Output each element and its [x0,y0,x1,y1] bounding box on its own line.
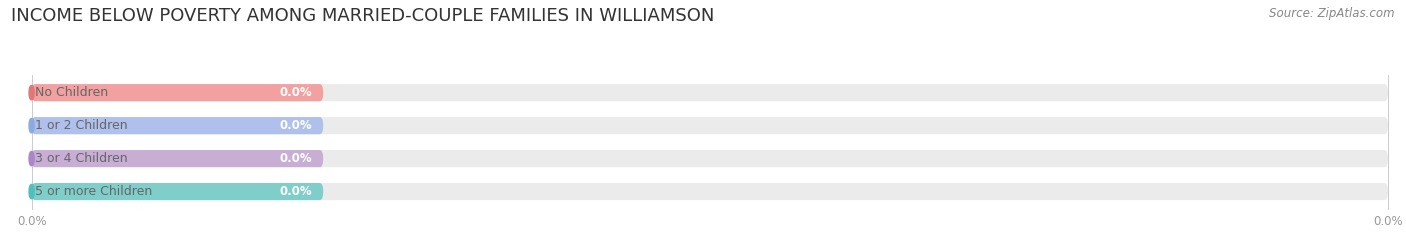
Text: 5 or more Children: 5 or more Children [35,185,152,198]
Text: 1 or 2 Children: 1 or 2 Children [35,119,128,132]
FancyBboxPatch shape [31,117,1388,134]
FancyBboxPatch shape [28,85,35,101]
Text: 0.0%: 0.0% [280,152,312,165]
FancyBboxPatch shape [28,151,35,167]
FancyBboxPatch shape [28,184,35,199]
FancyBboxPatch shape [31,183,323,200]
Text: No Children: No Children [35,86,108,99]
Text: 0.0%: 0.0% [280,119,312,132]
Text: Source: ZipAtlas.com: Source: ZipAtlas.com [1270,7,1395,20]
FancyBboxPatch shape [28,118,35,134]
FancyBboxPatch shape [31,117,323,134]
FancyBboxPatch shape [31,84,1388,101]
Text: INCOME BELOW POVERTY AMONG MARRIED-COUPLE FAMILIES IN WILLIAMSON: INCOME BELOW POVERTY AMONG MARRIED-COUPL… [11,7,714,25]
FancyBboxPatch shape [31,84,323,101]
FancyBboxPatch shape [31,183,1388,200]
Text: 0.0%: 0.0% [280,185,312,198]
FancyBboxPatch shape [31,150,1388,167]
Text: 0.0%: 0.0% [280,86,312,99]
Text: 3 or 4 Children: 3 or 4 Children [35,152,128,165]
FancyBboxPatch shape [31,150,323,167]
